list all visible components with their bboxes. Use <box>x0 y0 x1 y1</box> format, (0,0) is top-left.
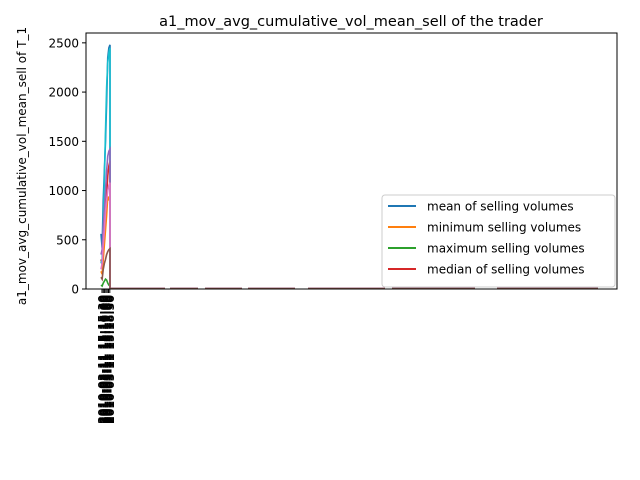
y-tick-label: 500 <box>56 233 79 247</box>
y-tick-label: 2500 <box>48 36 79 50</box>
legend-box <box>381 194 616 288</box>
x-tick-label: 2010-03-11 15:17:00 <box>100 295 113 424</box>
y-tick-label: 2000 <box>48 86 79 100</box>
x-tick-label: 2010-03-11 15:16:30 <box>99 295 112 424</box>
x-tick-label: 2010-03-11 15:17:30 <box>101 295 114 424</box>
y-axis-label: a1_mov_avg_cumulative_vol_mean_sell of T… <box>15 27 29 305</box>
x-tick-label: 2010-03-11 15:18:30 <box>104 295 117 424</box>
legend-label: minimum selling volumes <box>427 221 581 235</box>
legend-label: maximum selling volumes <box>427 242 585 256</box>
y-ticks: 0 500 1000 1500 2000 2500 <box>48 36 86 297</box>
extra-1-line <box>100 146 111 289</box>
y-tick-label: 0 <box>71 283 79 297</box>
plot-frame <box>85 32 618 290</box>
legend-label: median of selling volumes <box>427 263 585 277</box>
legend-label: mean of selling volumes <box>427 200 574 214</box>
chart-title: a1_mov_avg_cumulative_vol_mean_sell of t… <box>159 14 543 30</box>
x-tick-label: 2010-03-11 15:16:00 <box>97 295 110 424</box>
extra-3-line <box>100 246 111 289</box>
y-tick-label: 1000 <box>48 184 79 198</box>
y-tick-label: 1500 <box>48 135 79 149</box>
extra-2-line <box>100 182 111 289</box>
x-tick-label: 2010-03-11 15:18:00 <box>103 295 116 424</box>
x-tick-label: 2010-03-11 15:15:30 <box>96 295 109 424</box>
legend: mean of selling volumes minimum selling v… <box>381 194 616 288</box>
